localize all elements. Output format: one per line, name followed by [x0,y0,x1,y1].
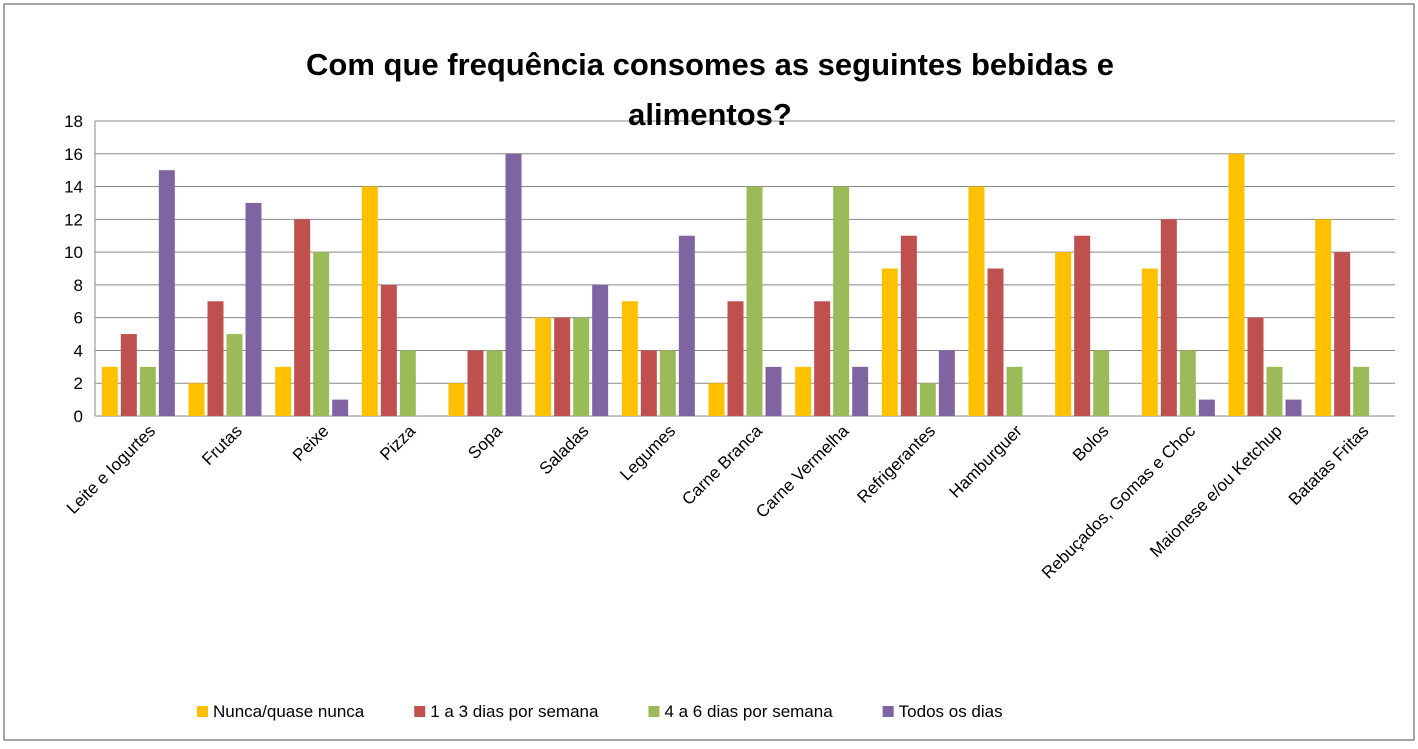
bar [1228,153,1245,416]
bar [814,301,831,416]
bar [1247,317,1264,416]
bar [1160,219,1177,416]
bar [640,350,657,416]
y-tick-label: 2 [74,374,83,393]
bar [120,334,137,416]
bar [987,268,1004,416]
bar [1141,268,1158,416]
legend-label: Todos os dias [899,702,1003,721]
bar [1198,399,1215,416]
bar [746,186,763,416]
bar [621,301,638,416]
bar [467,350,484,416]
bar [1006,366,1023,416]
bar [1093,350,1110,416]
bar [795,366,812,416]
y-tick-label: 6 [74,309,83,328]
y-tick-label: 8 [74,276,83,295]
bar [1315,219,1332,416]
bar [399,350,416,416]
bar [573,317,590,416]
bar [938,350,955,416]
bar [313,252,330,416]
bar [380,284,397,416]
bar [678,235,695,416]
bar [275,366,292,416]
bar [900,235,917,416]
bar [188,383,205,416]
bar [727,301,744,416]
y-tick-label: 0 [74,407,83,426]
bar [1179,350,1196,416]
legend-label: 1 a 3 dias por semana [430,702,599,721]
bar [207,301,224,416]
bar [833,186,850,416]
legend-swatch [882,706,894,717]
bar [1074,235,1091,416]
bar [659,350,676,416]
legend-label: 4 a 6 dias por semana [664,702,833,721]
bar [505,153,522,416]
bar [1353,366,1370,416]
bar [765,366,782,416]
y-tick-label: 12 [64,210,83,229]
bar [1055,252,1072,416]
bar [1334,252,1351,416]
bar [332,399,349,416]
bar [226,334,243,416]
legend-swatch [414,706,426,717]
bar [535,317,552,416]
bar [708,383,725,416]
y-tick-label: 16 [64,145,83,164]
y-tick-label: 14 [64,178,83,197]
bar [852,366,869,416]
bar [294,219,311,416]
bar [919,383,936,416]
y-tick-label: 18 [64,112,83,131]
y-tick-label: 10 [64,243,83,262]
chart-title: Com que frequência consomes as seguintes… [306,47,1114,132]
bar [486,350,503,416]
bar [101,366,118,416]
bar [1266,366,1283,416]
bar [881,268,898,416]
bar [1285,399,1302,416]
bar [361,186,378,416]
bar [592,284,609,416]
bar [245,202,262,416]
legend-swatch [648,706,660,717]
legend-swatch [197,706,208,717]
bar [139,366,156,416]
bar [554,317,571,416]
legend-label: Nunca/quase nunca [213,702,365,721]
bar [968,186,985,416]
y-tick-label: 4 [74,341,83,360]
bar [448,383,465,416]
bar [158,170,175,416]
